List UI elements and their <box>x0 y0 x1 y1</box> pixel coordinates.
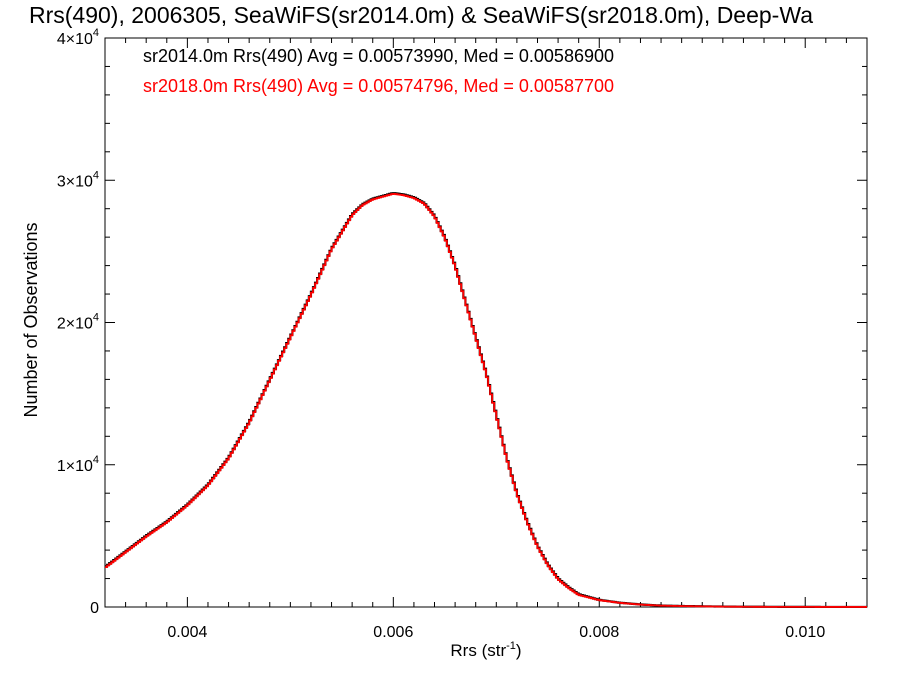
series-line-0 <box>105 192 867 609</box>
plot-frame <box>104 37 868 608</box>
y-tick-label: 2×104 <box>57 312 99 333</box>
y-tick-mantissa: 4×10 <box>57 31 93 48</box>
y-axis-label: Number of Observations <box>21 222 41 417</box>
y-tick-exponent: 4 <box>93 169 99 181</box>
annotation-sr2018: sr2018.0m Rrs(490) Avg = 0.00574796, Med… <box>143 76 614 96</box>
series-layer <box>105 192 867 609</box>
x-tick-label: 0.010 <box>785 624 825 641</box>
y-tick-mantissa: 0 <box>90 600 99 617</box>
x-axis-label-end: ) <box>516 641 522 660</box>
annotation-sr2014: sr2014.0m Rrs(490) Avg = 0.00573990, Med… <box>143 46 614 66</box>
x-tick-label: 0.008 <box>579 624 619 641</box>
series-line-1 <box>105 193 867 608</box>
y-tick-exponent: 4 <box>93 454 99 466</box>
y-tick-mantissa: 3×10 <box>57 173 93 190</box>
y-tick-label: 3×104 <box>57 169 99 190</box>
y-tick-label: 1×104 <box>57 454 99 475</box>
x-tick-label: 0.006 <box>373 624 413 641</box>
x-axis-label: Rrs (str-1) <box>450 640 521 660</box>
y-tick-mantissa: 2×10 <box>57 316 93 333</box>
y-tick-mantissa: 1×10 <box>57 458 93 475</box>
y-tick-exponent: 4 <box>93 27 99 39</box>
x-tick-label: 0.004 <box>167 624 207 641</box>
y-tick-label: 0 <box>90 600 99 617</box>
x-axis-label-main: Rrs (str <box>450 641 506 660</box>
chart-title: Rrs(490), 2006305, SeaWiFS(sr2014.0m) & … <box>29 2 813 28</box>
y-tick-label: 4×104 <box>57 27 99 48</box>
x-axis: 0.004 0.006 0.008 0.010 <box>104 38 868 641</box>
y-tick-exponent: 4 <box>93 312 99 324</box>
x-axis-label-sup: -1 <box>506 640 516 652</box>
